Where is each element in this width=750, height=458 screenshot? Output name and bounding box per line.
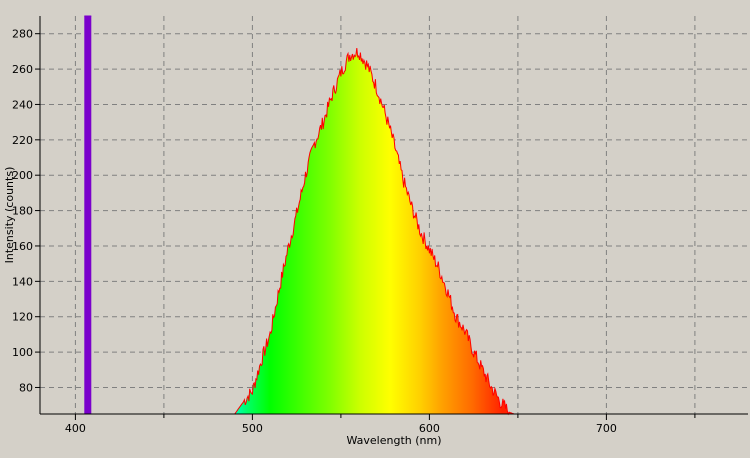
y-tick-label: 180 (12, 205, 33, 218)
emission-spectrum-area (234, 48, 515, 414)
x-axis-label: Wavelength (nm) (346, 434, 441, 447)
y-tick-label: 120 (12, 311, 33, 324)
x-tick-label: 500 (242, 422, 263, 435)
x-tick-label: 600 (419, 422, 440, 435)
y-tick-label: 140 (12, 275, 33, 288)
y-tick-label: 160 (12, 240, 33, 253)
y-tick-label: 240 (12, 98, 33, 111)
data-layer (84, 15, 515, 416)
x-tick-label: 400 (65, 422, 86, 435)
y-tick-label: 100 (12, 346, 33, 359)
axis-layer (39, 16, 748, 415)
laser-peak-bar (84, 16, 92, 414)
y-tick-label: 280 (12, 28, 33, 41)
emission-spectrum-area-outline (234, 47, 515, 416)
tick-layer: 80 100 120 140 160 180 200 220 240 260 280 400 500 60… (12, 28, 696, 435)
y-tick-label: 80 (19, 381, 33, 394)
y-axis-label: Intensity (counts) (3, 167, 16, 264)
y-tick-label: 260 (12, 63, 33, 76)
y-tick-label: 200 (12, 169, 33, 182)
x-tick-label: 700 (596, 422, 617, 435)
y-tick-label: 220 (12, 134, 33, 147)
